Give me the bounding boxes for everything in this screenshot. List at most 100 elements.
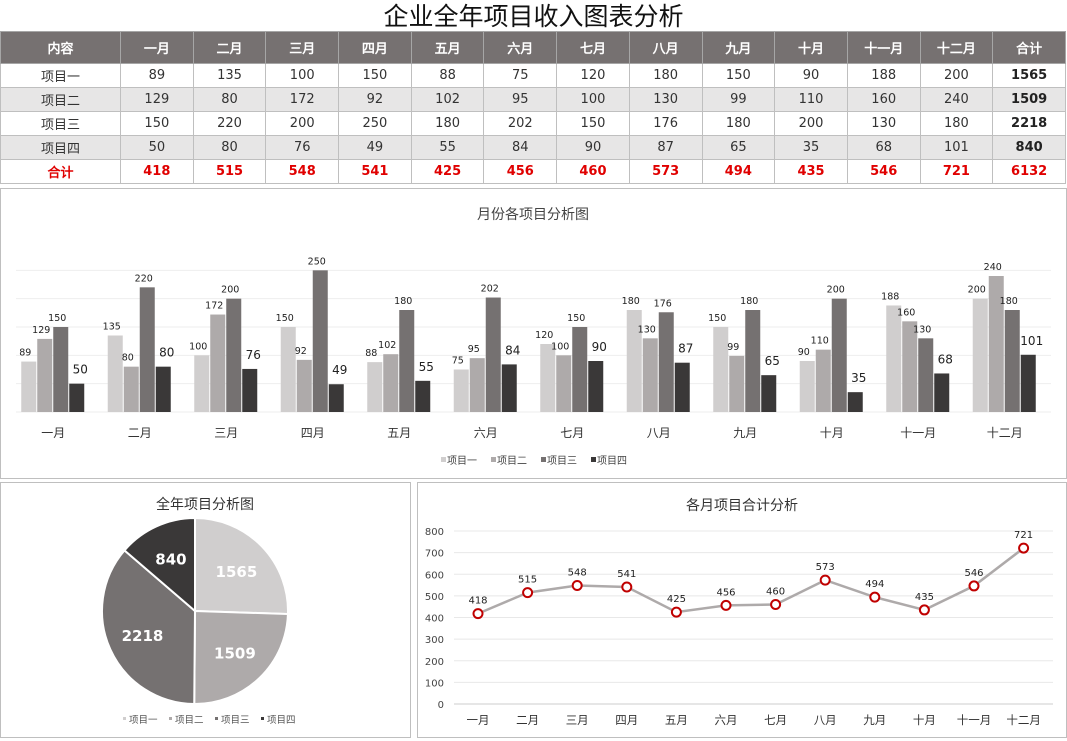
- data-point: [571, 579, 583, 591]
- x-tick-label: 十月: [820, 426, 844, 440]
- x-tick-label: 十二月: [987, 426, 1023, 440]
- legend-swatch: [591, 457, 596, 462]
- data-label: 176: [654, 298, 672, 309]
- data-label: 135: [103, 322, 121, 333]
- table-cell: 200: [919, 63, 994, 88]
- table-cell: 548: [265, 159, 340, 184]
- data-label: 55: [419, 360, 434, 374]
- x-tick-label: 十月: [913, 713, 936, 727]
- data-label: 80: [122, 353, 134, 364]
- table-cell: 80: [192, 135, 267, 160]
- data-label: 130: [638, 324, 656, 335]
- table-cell: 90: [774, 63, 848, 88]
- bar: [194, 355, 210, 412]
- table-header-row: 内容 一月 二月 三月 四月 五月 六月 七月 八月 九月 十月 十一月 十二月 合计: [0, 31, 1066, 64]
- bar: [226, 298, 242, 412]
- legend-label: 项目三: [547, 455, 577, 467]
- data-label: 99: [727, 342, 739, 353]
- pie-chart-panel: 全年项目分析图 1565 1509 2218 840 项目一 项目二 项目三 项目四: [0, 482, 411, 738]
- table-cell: 80: [192, 87, 267, 112]
- data-label: 425: [667, 594, 686, 605]
- table-cell: 130: [846, 111, 921, 136]
- slice-label: 840: [155, 551, 186, 569]
- bar: [328, 384, 344, 412]
- data-point: [621, 581, 633, 593]
- data-label: 200: [827, 285, 845, 296]
- column-header: 九月: [701, 31, 776, 64]
- column-header: 八月: [628, 31, 703, 64]
- data-point: [1018, 542, 1030, 554]
- legend-swatch: [491, 457, 496, 462]
- row-label: 项目一: [0, 63, 121, 88]
- x-tick-label: 一月: [41, 426, 65, 440]
- data-label: 721: [1014, 530, 1033, 541]
- bar: [626, 310, 642, 412]
- data-label: 494: [865, 579, 884, 590]
- x-tick-label: 八月: [647, 426, 671, 440]
- table-cell: 101: [919, 135, 994, 160]
- data-label: 220: [135, 273, 153, 284]
- bar-chart-panel: 月份各项目分析图 一月 89 129 150 50 二月 135 80 220 80 三月 100 172…: [0, 188, 1067, 479]
- x-tick-label: 六月: [715, 713, 738, 727]
- bar: [588, 361, 604, 412]
- table-cell: 88: [410, 63, 485, 88]
- y-tick-label: 500: [425, 592, 444, 603]
- data-label: 102: [378, 340, 396, 351]
- data-label: 95: [468, 344, 480, 355]
- data-label: 35: [851, 371, 866, 385]
- data-label: 160: [897, 307, 915, 318]
- row-label: 合计: [0, 159, 121, 184]
- data-label: 150: [708, 313, 726, 324]
- table-cell: 573: [628, 159, 703, 184]
- table-cell: 110: [774, 87, 848, 112]
- bar-chart: 月份各项目分析图一月8912915050二月1358022080三月100172…: [16, 207, 1051, 467]
- table-cell: 435: [774, 159, 848, 184]
- table-cell: 120: [556, 63, 630, 88]
- column-header: 合计: [992, 31, 1066, 64]
- bar: [383, 354, 399, 412]
- legend-label: 项目四: [597, 455, 627, 467]
- bar: [847, 392, 863, 412]
- legend-swatch: [169, 717, 172, 720]
- data-label: 68: [938, 352, 953, 366]
- data-label: 435: [915, 592, 934, 603]
- data-label: 240: [984, 262, 1002, 273]
- data-point: [522, 587, 534, 599]
- table-cell: 130: [628, 87, 703, 112]
- y-tick-label: 300: [425, 635, 444, 646]
- data-table: 内容 一月 二月 三月 四月 五月 六月 七月 八月 九月 十月 十一月 十二月 合计 项目一 89 135 1…: [0, 31, 1066, 184]
- bar: [107, 335, 123, 412]
- table-cell: 76: [265, 135, 340, 160]
- x-tick-label: 六月: [474, 426, 498, 440]
- data-label: 150: [276, 313, 294, 324]
- x-tick-label: 二月: [128, 426, 152, 440]
- bar: [69, 383, 85, 412]
- legend-swatch: [441, 457, 446, 462]
- data-label: 88: [365, 348, 377, 359]
- data-label: 515: [518, 575, 537, 586]
- table-cell: 202: [483, 111, 558, 136]
- x-tick-label: 十一月: [900, 426, 936, 440]
- table-cell: 50: [120, 135, 194, 160]
- data-label: 50: [73, 363, 88, 377]
- table-cell: 65: [701, 135, 776, 160]
- bar: [1004, 310, 1020, 412]
- column-header: 六月: [483, 31, 558, 64]
- data-label: 84: [505, 343, 520, 357]
- data-label: 202: [481, 284, 499, 295]
- bar: [453, 369, 469, 412]
- column-header: 内容: [0, 31, 121, 64]
- bar: [399, 310, 415, 412]
- column-header: 四月: [338, 31, 412, 64]
- chart-title: 月份各项目分析图: [477, 207, 589, 223]
- bar: [1020, 354, 1036, 412]
- bar: [280, 327, 296, 412]
- data-point: [819, 574, 831, 586]
- row-total-cell: 1509: [992, 87, 1066, 112]
- bar: [799, 361, 815, 412]
- table-cell: 494: [701, 159, 776, 184]
- y-tick-label: 700: [425, 549, 444, 560]
- table-cell: 172: [265, 87, 340, 112]
- bar: [123, 366, 139, 412]
- bar: [761, 375, 777, 412]
